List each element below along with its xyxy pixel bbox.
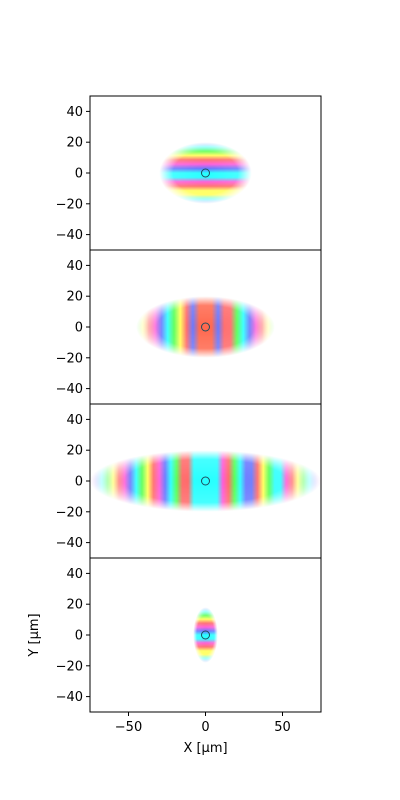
y-tick-label: 40 — [66, 413, 83, 428]
center-marker — [201, 630, 210, 640]
y-axis-label: Y [μm] — [27, 613, 42, 657]
panel-1: −40 −20 0 20 40 — [56, 95, 322, 251]
x-axis-label: X [μm] — [183, 741, 227, 756]
y-tick-label: 40 — [66, 105, 83, 120]
y-tick-label: −40 — [56, 228, 83, 243]
y-tick-label: −20 — [56, 659, 83, 674]
center-marker — [201, 476, 210, 486]
x-tick-label: 0 — [201, 720, 209, 735]
panels: −40 −20 0 20 40 −40 −20 0 20 40 −40 −20 0 20 40 −40 −20 0… — [27, 95, 322, 756]
x-tick-label: −50 — [115, 720, 142, 735]
y-tick-label: 0 — [75, 629, 83, 644]
center-marker — [201, 168, 210, 178]
panel-3: −40 −20 0 20 40 — [56, 403, 322, 559]
intensity-pattern — [193, 607, 218, 663]
x-tick-label: 50 — [274, 720, 291, 735]
intensity-pattern — [90, 450, 321, 512]
y-tick-label: 20 — [66, 444, 83, 459]
panel-4: −40 −20 0 20 40 −50 0 50 X [μm] Y [μm] — [27, 557, 322, 756]
y-tick-label: 0 — [75, 321, 83, 336]
y-tick-label: 40 — [66, 567, 83, 582]
y-tick-label: 20 — [66, 598, 83, 613]
y-tick-label: −40 — [56, 382, 83, 397]
intensity-pattern — [159, 142, 252, 204]
y-tick-label: 20 — [66, 136, 83, 151]
center-marker — [201, 322, 210, 332]
y-tick-label: −40 — [56, 536, 83, 551]
panel-2: −40 −20 0 20 40 — [56, 249, 322, 405]
y-tick-label: −40 — [56, 690, 83, 705]
y-tick-label: 0 — [75, 475, 83, 490]
y-tick-label: −20 — [56, 351, 83, 366]
y-tick-label: −20 — [56, 505, 83, 520]
y-tick-label: −20 — [56, 197, 83, 212]
y-tick-label: 20 — [66, 290, 83, 305]
y-tick-label: 40 — [66, 259, 83, 274]
intensity-pattern — [136, 296, 275, 358]
y-tick-label: 0 — [75, 167, 83, 182]
